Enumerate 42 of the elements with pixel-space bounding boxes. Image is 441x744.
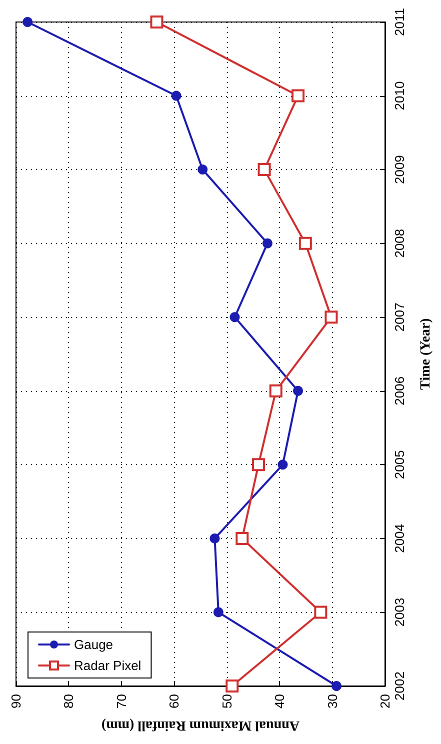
point bbox=[258, 163, 271, 176]
point bbox=[171, 90, 182, 101]
y-tick-label: 2006 bbox=[392, 376, 407, 406]
x-axis-title: Annual Maximum Rainfall (mm) bbox=[101, 718, 300, 732]
legend-label: Gauge bbox=[74, 637, 114, 652]
point bbox=[236, 532, 249, 545]
point bbox=[332, 681, 342, 691]
point bbox=[262, 238, 272, 248]
x-tick-label: 50 bbox=[219, 694, 234, 708]
point bbox=[269, 384, 282, 398]
point bbox=[324, 310, 338, 324]
point bbox=[278, 460, 288, 470]
point bbox=[298, 236, 312, 250]
point bbox=[213, 607, 224, 618]
x-tick-label: 20 bbox=[378, 694, 392, 708]
x-tick-label: 30 bbox=[324, 694, 340, 708]
y-tick-label: 2007 bbox=[392, 302, 407, 332]
point bbox=[226, 680, 239, 692]
y-tick-label: 2010 bbox=[392, 81, 407, 110]
x-tick-label: 80 bbox=[61, 694, 76, 708]
y-tick-label: 2003 bbox=[392, 598, 407, 627]
point bbox=[292, 89, 305, 102]
y-tick-label: 2004 bbox=[392, 524, 407, 553]
y-tick-label: 2002 bbox=[392, 672, 407, 700]
point bbox=[198, 164, 208, 175]
x-tick-label: 90 bbox=[8, 694, 24, 708]
point bbox=[252, 458, 265, 472]
point bbox=[22, 17, 33, 27]
y-tick-label: 2005 bbox=[392, 450, 407, 480]
y-tick-label: 2008 bbox=[392, 228, 407, 258]
legend-label: Radar Pixel bbox=[74, 658, 142, 673]
point bbox=[314, 606, 328, 619]
x-tick-label: 70 bbox=[114, 694, 129, 708]
point bbox=[293, 386, 304, 396]
point bbox=[150, 16, 164, 28]
x-tick-label: 40 bbox=[272, 694, 288, 708]
point bbox=[230, 312, 240, 322]
point bbox=[210, 533, 220, 544]
y-tick-label: 2011 bbox=[392, 8, 407, 36]
y-axis-title: Time (Year) bbox=[418, 318, 434, 390]
y-tick-label: 2009 bbox=[392, 155, 407, 184]
x-tick-label: 60 bbox=[166, 694, 182, 708]
